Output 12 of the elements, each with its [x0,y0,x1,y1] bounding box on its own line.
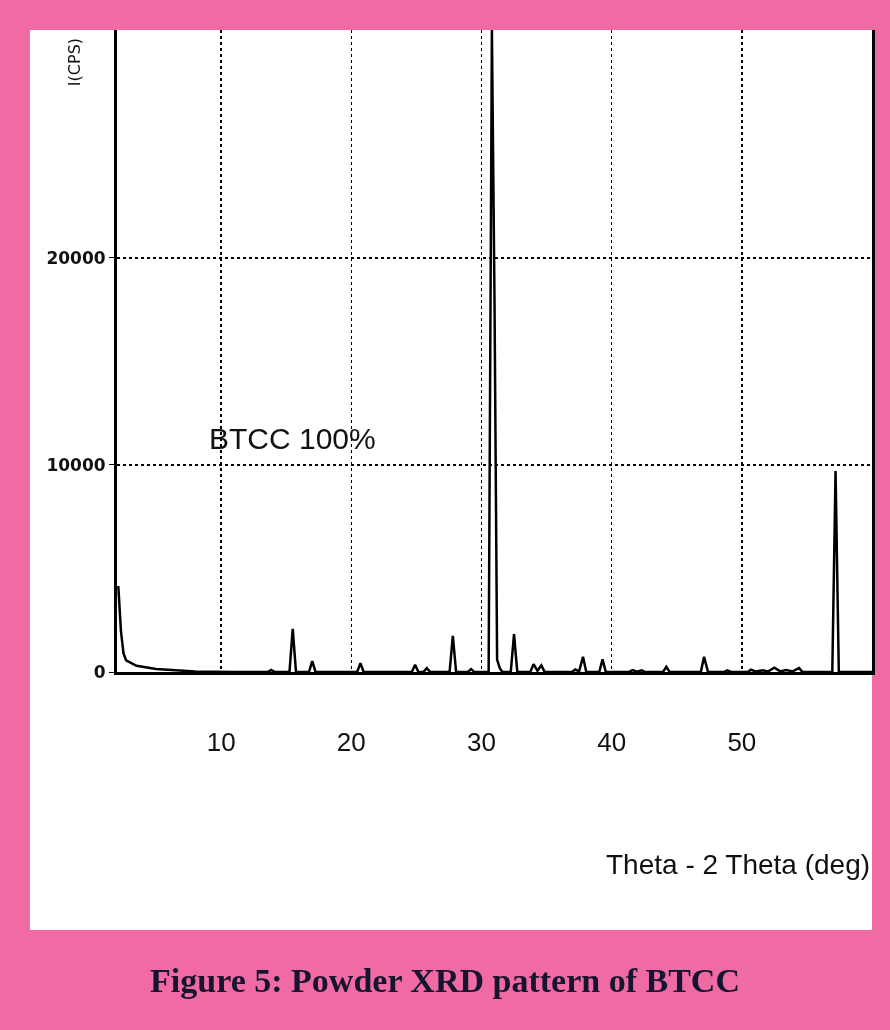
x-tick-label: 10 [206,727,236,758]
y-tick-label: 20000 [46,247,106,268]
x-tick-label: 30 [467,727,496,758]
x-tick-label: 40 [597,727,627,758]
y-tick-label: 0 [93,661,106,682]
y-axis-title: I(CPS) [65,37,85,87]
annotation: BTCC 100% [209,422,376,455]
text: Figure 5: Powder XRD pattern of BTCC [150,962,740,1000]
x-axis-title: Theta - 2 Theta (deg) [606,849,871,880]
y-tick-label: 10000 [46,454,106,475]
x-tick-label: 50 [727,727,757,758]
x-tick-label: 20 [336,727,366,758]
